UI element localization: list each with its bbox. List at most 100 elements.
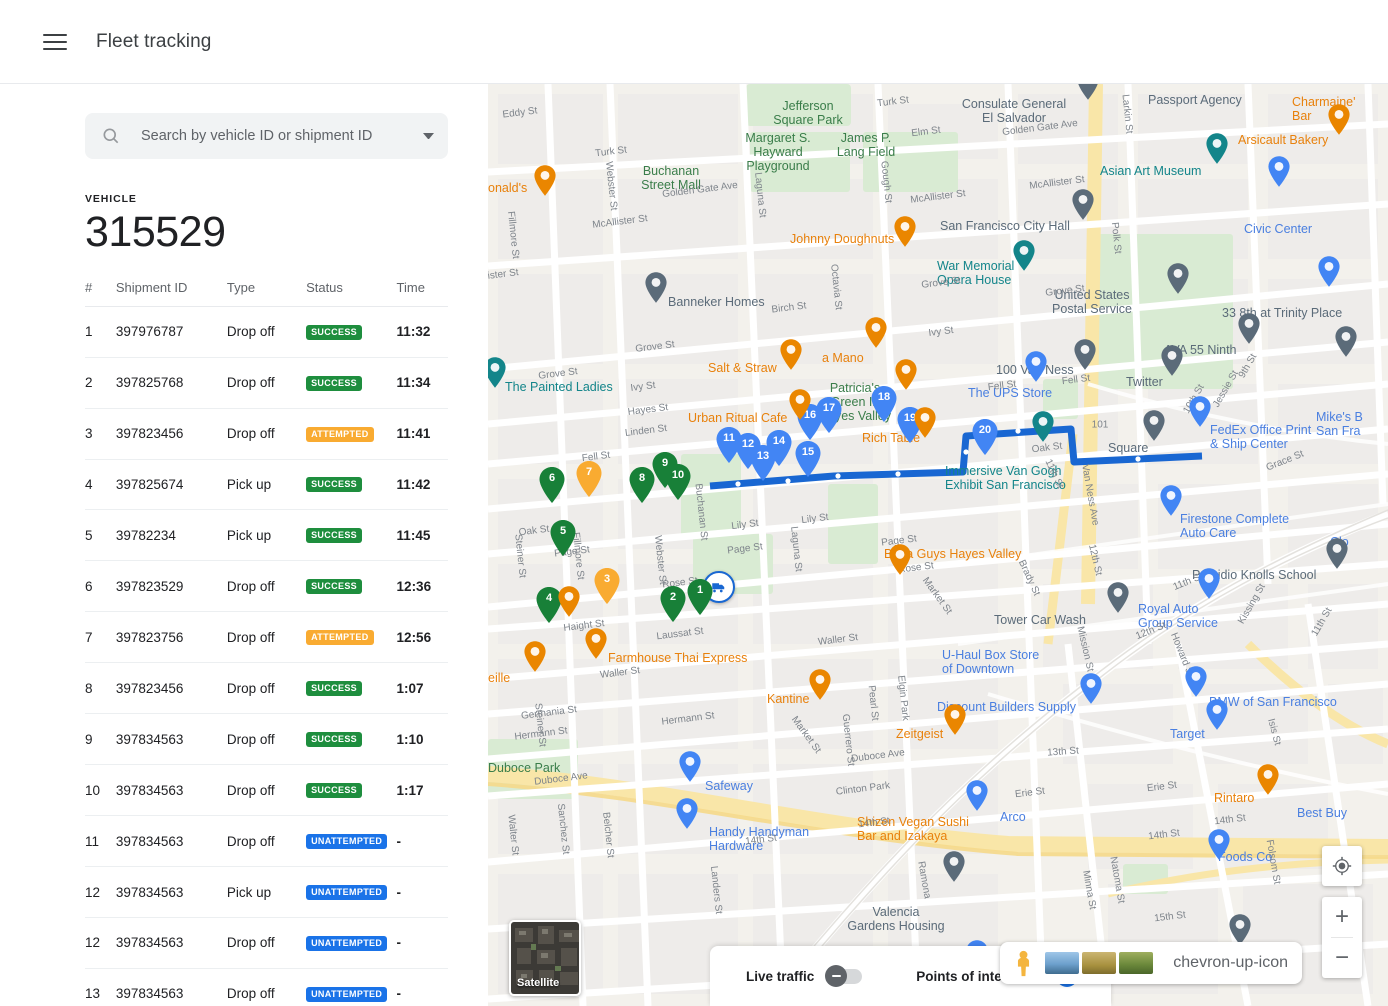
cell-time: 11:34 [396, 357, 448, 409]
chevron-up-icon[interactable]: chevron-up-icon [1173, 954, 1288, 971]
zoom-controls: + − [1322, 897, 1362, 978]
cell-type: Drop off [226, 713, 307, 766]
vehicle-label: VEHICLE [85, 193, 137, 205]
cell-type: Drop off [226, 917, 307, 969]
street-view-thumbnails[interactable] [1045, 952, 1154, 974]
table-row[interactable]: 11 397834563 Drop off UNATTEMPTED - [85, 815, 448, 868]
cell-type: Pick up [226, 459, 307, 511]
map-stop-marker[interactable]: 15 [795, 441, 821, 477]
cell-num: 1 [85, 306, 116, 358]
cell-status: SUCCESS [306, 713, 397, 766]
table-row[interactable]: 12 397834563 Drop off UNATTEMPTED - [85, 917, 448, 969]
zoom-in-button[interactable]: + [1334, 903, 1349, 930]
search-input[interactable] [139, 127, 415, 145]
cell-type: Drop off [226, 306, 307, 358]
map-pin-icon [576, 461, 602, 497]
thumbnail-sky [1045, 952, 1080, 974]
cell-shipment-id: 397834563 [115, 713, 227, 766]
cell-status: SUCCESS [306, 662, 397, 715]
cell-status: UNATTEMPTED [306, 815, 397, 868]
map-stop-marker[interactable]: 1 [687, 579, 713, 615]
cell-time: - [396, 917, 448, 969]
cell-type: Drop off [226, 968, 307, 1006]
street-view-bar[interactable]: chevron-up-icon [1000, 942, 1302, 984]
map-stop-marker[interactable]: 6 [539, 467, 565, 503]
cell-time: 11:41 [396, 408, 448, 460]
live-traffic-switch[interactable] [825, 965, 863, 987]
cell-num: 9 [85, 713, 116, 766]
cell-num: 5 [85, 509, 116, 562]
cell-num: 12 [85, 917, 116, 969]
page-title: Fleet tracking [96, 30, 212, 52]
cell-shipment-id: 397834563 [115, 764, 227, 817]
column-header-status: Status [306, 279, 397, 307]
cell-num: 10 [85, 764, 116, 817]
table-row[interactable]: 13 397834563 Drop off UNATTEMPTED - [85, 968, 448, 1006]
cell-num: 8 [85, 662, 116, 715]
cell-type: Drop off [226, 408, 307, 460]
map-pin-icon [629, 467, 655, 503]
zoom-out-button[interactable]: − [1334, 944, 1349, 971]
map-stop-marker[interactable]: 19 [897, 407, 923, 443]
table-row[interactable]: 2 397825768 Drop off SUCCESS 11:34 [85, 357, 448, 409]
chevron-down-icon[interactable] [423, 133, 434, 139]
live-traffic-toggle[interactable]: Live traffic [746, 965, 863, 987]
map-stop-marker[interactable]: 4 [536, 587, 562, 623]
cell-shipment-id: 397976787 [115, 306, 227, 358]
satellite-label: Satellite [517, 977, 560, 989]
table-row[interactable]: 7 397823756 Drop off ATTEMPTED 12:56 [85, 611, 448, 664]
table-row[interactable]: 10 397834563 Drop off SUCCESS 1:17 [85, 764, 448, 817]
thumbnail-foliage [1119, 952, 1154, 974]
status-badge: ATTEMPTED [306, 426, 374, 442]
delivery-truck-icon [712, 583, 725, 593]
shipments-panel: VEHICLE 315529 # Shipment ID Type Status… [0, 84, 488, 1006]
map-pin-icon [536, 587, 562, 623]
cell-num: 13 [85, 968, 116, 1006]
search-box[interactable] [85, 113, 448, 159]
status-badge: SUCCESS [306, 732, 363, 748]
cell-shipment-id: 397823456 [115, 408, 227, 460]
map-stop-marker[interactable]: 5 [550, 520, 576, 556]
satellite-layer-toggle[interactable]: Satellite [509, 920, 581, 996]
map-panel[interactable]: Jefferson Square Park Margaret S. Hayward… [488, 84, 1388, 1006]
cell-type: Pick up [226, 509, 307, 562]
map-stop-marker[interactable]: 10 [665, 464, 691, 500]
map-stop-marker[interactable]: 7 [576, 461, 602, 497]
map-pin-icon [871, 386, 897, 422]
cell-time: - [396, 968, 448, 1006]
map-stop-marker[interactable]: 20 [972, 419, 998, 455]
map-stop-marker[interactable]: 17 [816, 397, 842, 433]
status-badge: SUCCESS [306, 681, 363, 697]
cell-shipment-id: 39782234 [115, 509, 227, 562]
table-row[interactable]: 5 39782234 Pick up SUCCESS 11:45 [85, 509, 448, 562]
my-location-button[interactable] [1322, 846, 1362, 886]
status-badge: UNATTEMPTED [306, 986, 388, 1002]
table-row[interactable]: 6 397823529 Drop off SUCCESS 12:36 [85, 560, 448, 613]
map-stop-marker[interactable]: 2 [660, 586, 686, 622]
table-row[interactable]: 8 397823456 Drop off SUCCESS 1:07 [85, 662, 448, 715]
cell-shipment-id: 397823756 [115, 611, 227, 664]
cell-status: SUCCESS [306, 560, 397, 613]
table-row[interactable]: 4 397825674 Pick up SUCCESS 11:42 [85, 459, 448, 511]
points-of-interest-label: Points of interest [916, 968, 1027, 984]
pegman-street-view-icon[interactable] [1014, 950, 1033, 977]
map-pin-icon [716, 427, 742, 463]
map-stop-marker[interactable]: 3 [594, 568, 620, 604]
map-pin-icon [816, 397, 842, 433]
cell-time: - [396, 866, 448, 918]
table-row[interactable]: 1 397976787 Drop off SUCCESS 11:32 [85, 306, 448, 358]
cell-time: 1:07 [396, 662, 448, 715]
table-row[interactable]: 9 397834563 Drop off SUCCESS 1:10 [85, 713, 448, 766]
cell-shipment-id: 397823456 [115, 662, 227, 715]
hamburger-menu-icon[interactable] [38, 25, 72, 59]
divider [1331, 937, 1353, 938]
map-stop-marker[interactable]: 18 [871, 386, 897, 422]
cell-status: SUCCESS [306, 306, 397, 358]
search-icon [101, 126, 121, 146]
cell-time: 12:36 [396, 560, 448, 613]
table-row[interactable]: 12 397834563 Pick up UNATTEMPTED - [85, 866, 448, 918]
cell-shipment-id: 397834563 [115, 866, 227, 918]
map-stop-marker[interactable]: 14 [766, 430, 792, 466]
vehicle-block: VEHICLE 315529 [0, 159, 488, 258]
table-row[interactable]: 3 397823456 Drop off ATTEMPTED 11:41 [85, 408, 448, 460]
